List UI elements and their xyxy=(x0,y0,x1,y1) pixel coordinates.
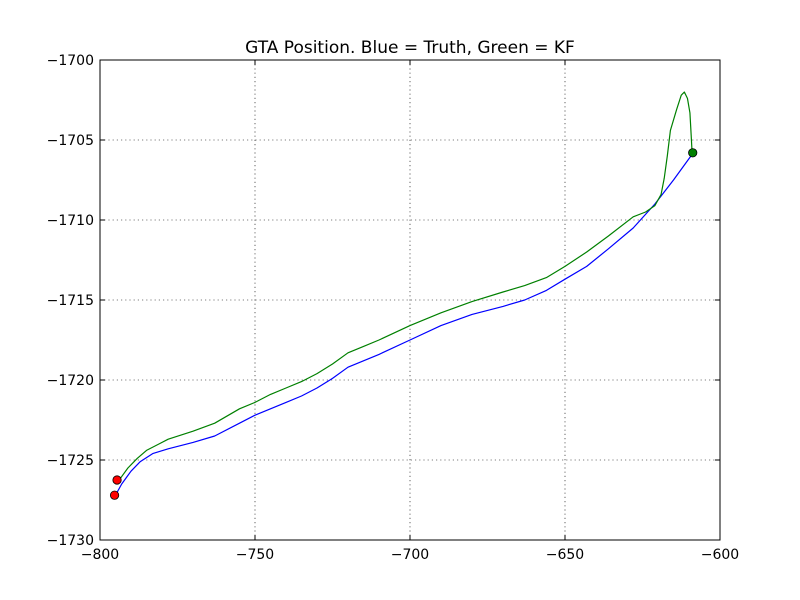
y-tick-label: −1720 xyxy=(47,373,94,389)
endpoint-marker xyxy=(109,490,120,500)
x-tick-label: −800 xyxy=(81,547,119,563)
y-tick-label: −1715 xyxy=(47,293,94,309)
x-tick-label: −700 xyxy=(391,547,429,563)
series-line-green xyxy=(118,91,693,482)
series-line-blue xyxy=(114,154,693,496)
x-tick-labels: −800 −750 −700 −650 −600 xyxy=(81,547,739,563)
endpoint-markers xyxy=(109,148,698,500)
grid-lines xyxy=(100,60,720,540)
y-tick-label: −1725 xyxy=(47,453,94,469)
series-lines xyxy=(114,91,693,496)
y-tick-label: −1730 xyxy=(47,533,94,549)
y-tick-label: −1705 xyxy=(47,133,94,149)
endpoint-marker xyxy=(112,475,122,485)
x-tick-label: −650 xyxy=(546,547,584,563)
y-tick-label: −1700 xyxy=(47,53,94,69)
y-tick-labels: −1730 −1725 −1720 −1715 −1710 −1705 −1700 xyxy=(47,53,94,549)
axis-ticks xyxy=(99,59,721,541)
y-tick-label: −1710 xyxy=(47,213,94,229)
chart-title: GTA Position. Blue = Truth, Green = KF xyxy=(245,38,575,58)
endpoint-marker xyxy=(688,148,698,158)
x-tick-label: −750 xyxy=(236,547,274,563)
x-tick-label: −600 xyxy=(701,547,739,563)
